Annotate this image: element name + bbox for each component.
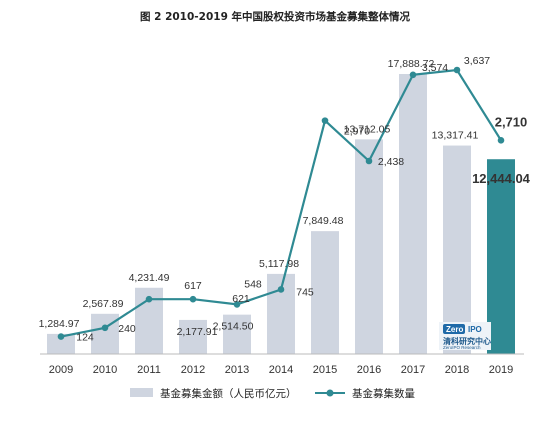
bar-2010	[91, 313, 119, 354]
bar-label-2014: 5,117.98	[259, 258, 299, 270]
line-label-2017: 3,574	[422, 62, 448, 74]
line-point-2010	[101, 324, 109, 332]
line-point-2017	[409, 71, 417, 79]
legend: 基金募集金额（人民币亿元） 基金募集数量	[130, 387, 415, 400]
line-series	[57, 66, 505, 340]
data-labels: 1,284.972,567.89 4,231.49 2,177.912,514.50…	[39, 55, 531, 344]
line-point-2015	[321, 117, 329, 124]
x-tick-2018: 2018	[445, 364, 469, 376]
bar-2016	[355, 139, 383, 354]
bar-label-2011: 4,231.49	[129, 272, 170, 284]
logo-zero-text: Zero	[446, 325, 463, 334]
zero-ipo-logo: Zero IPO 清科研究中心 ZeroIPO Research	[439, 322, 491, 350]
logo-cn-text: 清科研究中心	[443, 336, 491, 346]
logo-zero-box	[443, 324, 465, 334]
line-label-2018: 3,637	[464, 55, 490, 67]
line-label-2015: 2,970	[344, 126, 370, 138]
line-label-2012: 617	[184, 280, 202, 292]
bar-2017	[399, 74, 427, 354]
bar-2018	[443, 145, 471, 354]
logo-ipo-text: IPO	[468, 325, 482, 334]
line-point-2011	[145, 295, 153, 303]
line-label-2009: 124	[76, 332, 94, 344]
bar-2013	[223, 314, 251, 354]
line-label-2016: 2,438	[378, 156, 404, 168]
bar-label-2009: 1,284.97	[39, 318, 80, 330]
x-tick-2009: 2009	[49, 364, 73, 376]
bar-2009	[47, 333, 75, 354]
bar-label-2010: 2,567.89	[83, 298, 124, 310]
bar-label-2016: 13,712.05	[344, 123, 391, 135]
x-tick-2019: 2019	[489, 364, 513, 376]
x-tick-2017: 2017	[401, 364, 425, 376]
bar-label-2019: 12,444.04	[472, 171, 531, 186]
bar-2012	[179, 319, 207, 354]
bar-2019	[487, 159, 515, 354]
x-tick-2011: 2011	[137, 364, 161, 376]
line-point-2016	[365, 157, 373, 165]
bar-2015	[311, 231, 339, 354]
x-tick-2010: 2010	[93, 364, 117, 376]
legend-line-marker	[326, 389, 334, 397]
line-point-2018	[453, 66, 461, 74]
bar-label-2013: 2,514.50	[213, 321, 254, 333]
x-axis-ticks: 2009 2010 2011 2012 2013 2014 2015 2016 2017 2018…	[49, 364, 513, 376]
line-point-2013	[233, 301, 241, 308]
line-label-2010: 240	[118, 323, 136, 335]
line-label-2019: 2,710	[495, 114, 528, 129]
line-point-2012	[189, 295, 197, 303]
legend-line-label: 基金募集数量	[352, 387, 415, 400]
logo-sub-text: ZeroIPO Research	[443, 345, 481, 350]
line-point-2019	[497, 137, 505, 144]
chart-title: 图 2 2010-2019 年中国股权投资市场基金募集整体情况	[140, 10, 411, 23]
x-tick-2013: 2013	[225, 364, 249, 376]
line-label-2013-extra: 621	[232, 293, 250, 305]
line-point-2014	[277, 286, 285, 293]
bar-label-2012: 2,177.91	[177, 326, 218, 338]
legend-bar-swatch	[130, 388, 153, 397]
bar-series	[47, 74, 515, 354]
bar-label-2017: 17,888.72	[388, 58, 435, 70]
bar-label-2018: 13,317.41	[432, 130, 479, 142]
legend-bar-label: 基金募集金额（人民币亿元）	[160, 387, 297, 400]
x-tick-2012: 2012	[181, 364, 205, 376]
line-label-2013: 548	[244, 278, 262, 290]
line-label-2014: 745	[296, 286, 314, 298]
x-tick-2014: 2014	[269, 364, 293, 376]
bar-label-2015: 7,849.48	[303, 215, 344, 227]
x-tick-2015: 2015	[313, 364, 337, 376]
line-point-2009	[57, 333, 65, 340]
x-tick-2016: 2016	[357, 364, 381, 376]
